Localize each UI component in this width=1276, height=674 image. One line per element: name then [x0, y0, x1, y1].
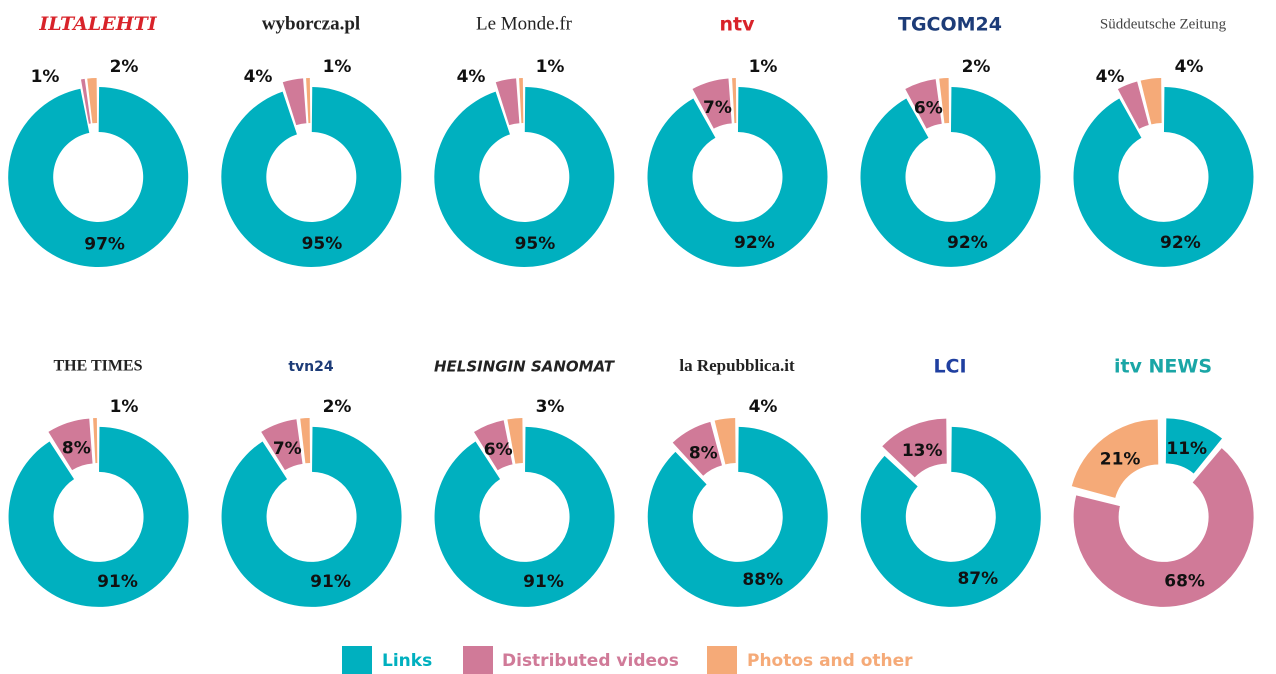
- donut-segment: [905, 79, 942, 129]
- donut-segment: [507, 418, 523, 464]
- data-label: 21%: [1100, 450, 1141, 470]
- data-label: 2%: [110, 57, 139, 77]
- donut-segment: [1140, 78, 1162, 125]
- donut-segment: [860, 86, 1041, 267]
- data-label: 4%: [1096, 67, 1125, 87]
- data-label: 7%: [703, 98, 732, 118]
- chart-title: TGCOM24: [898, 14, 1002, 36]
- data-label: 4%: [457, 67, 486, 87]
- data-label: 88%: [742, 570, 783, 590]
- donut-segment: [221, 426, 402, 607]
- data-label: 95%: [302, 234, 343, 254]
- data-label: 1%: [536, 57, 565, 77]
- data-label: 92%: [1160, 233, 1201, 253]
- donut-segment: [473, 420, 513, 471]
- donut-segment: [495, 78, 520, 126]
- data-label: 97%: [84, 235, 125, 255]
- chart-title: tvn24: [288, 359, 334, 375]
- donut-segment: [306, 78, 311, 124]
- donut-segment: [882, 418, 947, 478]
- data-label: 4%: [749, 397, 778, 417]
- donut-segment: [434, 86, 615, 267]
- donut-segment: [714, 418, 736, 465]
- donut-segment: [300, 418, 311, 464]
- data-label: 4%: [1175, 57, 1204, 77]
- data-label: 87%: [957, 569, 998, 589]
- data-label: 1%: [323, 57, 352, 77]
- chart-title: THE TIMES: [53, 358, 142, 375]
- data-label: 8%: [62, 438, 91, 458]
- data-label: 2%: [323, 397, 352, 417]
- data-label: 4%: [244, 67, 273, 87]
- chart-title: LCI: [933, 356, 966, 378]
- chart-title: la Repubblica.it: [679, 356, 795, 375]
- chart-title: Süddeutsche Zeitung: [1100, 16, 1227, 32]
- legend-swatch: [707, 646, 737, 674]
- chart-title: ILTALEHTI: [38, 13, 157, 35]
- donut-segment: [1071, 419, 1159, 498]
- donut-segment: [261, 419, 303, 471]
- data-label: 1%: [31, 67, 60, 87]
- donut-segment: [647, 426, 828, 607]
- legend-label: Photos and other: [747, 651, 913, 671]
- donut-segment: [939, 78, 950, 124]
- data-label: 13%: [902, 441, 943, 461]
- data-label: 7%: [273, 439, 302, 459]
- data-label: 3%: [536, 397, 565, 417]
- donut-segment: [8, 86, 189, 267]
- chart-title: wyborcza.pl: [262, 13, 360, 34]
- donut-segment: [692, 78, 732, 129]
- donut-segment: [434, 426, 615, 607]
- donut-segment: [221, 86, 402, 267]
- data-label: 6%: [484, 440, 513, 460]
- legend-label: Links: [382, 651, 432, 671]
- data-label: 8%: [689, 444, 718, 464]
- data-label: 92%: [734, 233, 775, 253]
- donut-segment: [282, 78, 307, 126]
- chart-title: itv NEWS: [1114, 356, 1212, 378]
- donut-segment: [1117, 81, 1149, 129]
- donut-segment: [1165, 418, 1223, 474]
- donut-segment: [87, 78, 98, 124]
- chart-title: Le Monde.fr: [476, 13, 573, 34]
- legend-swatch: [342, 646, 372, 674]
- chart-title: HELSINGIN SANOMAT: [434, 358, 616, 376]
- donut-segment: [1073, 448, 1254, 607]
- data-label: 68%: [1164, 572, 1205, 592]
- donut-segment: [860, 426, 1041, 607]
- donut-segment: [8, 426, 189, 607]
- donut-segment: [519, 78, 524, 124]
- data-label: 1%: [110, 397, 139, 417]
- data-label: 91%: [97, 572, 138, 592]
- legend-swatch: [463, 646, 493, 674]
- donut-segment: [647, 86, 828, 267]
- legend-label: Distributed videos: [502, 651, 679, 671]
- donut-segment: [48, 418, 93, 471]
- data-label: 2%: [962, 57, 991, 77]
- donut-segment: [93, 418, 98, 464]
- donut-segment: [1073, 86, 1254, 267]
- donut-segment: [672, 421, 722, 476]
- chart-title: ntv: [720, 14, 756, 36]
- data-label: 91%: [523, 572, 564, 592]
- data-label: 95%: [515, 234, 556, 254]
- data-label: 6%: [914, 98, 943, 118]
- data-label: 1%: [749, 57, 778, 77]
- donut-segment: [732, 78, 737, 124]
- data-label: 91%: [310, 572, 351, 592]
- data-label: 92%: [947, 233, 988, 253]
- data-label: 11%: [1166, 439, 1207, 459]
- donut-segment: [80, 78, 91, 124]
